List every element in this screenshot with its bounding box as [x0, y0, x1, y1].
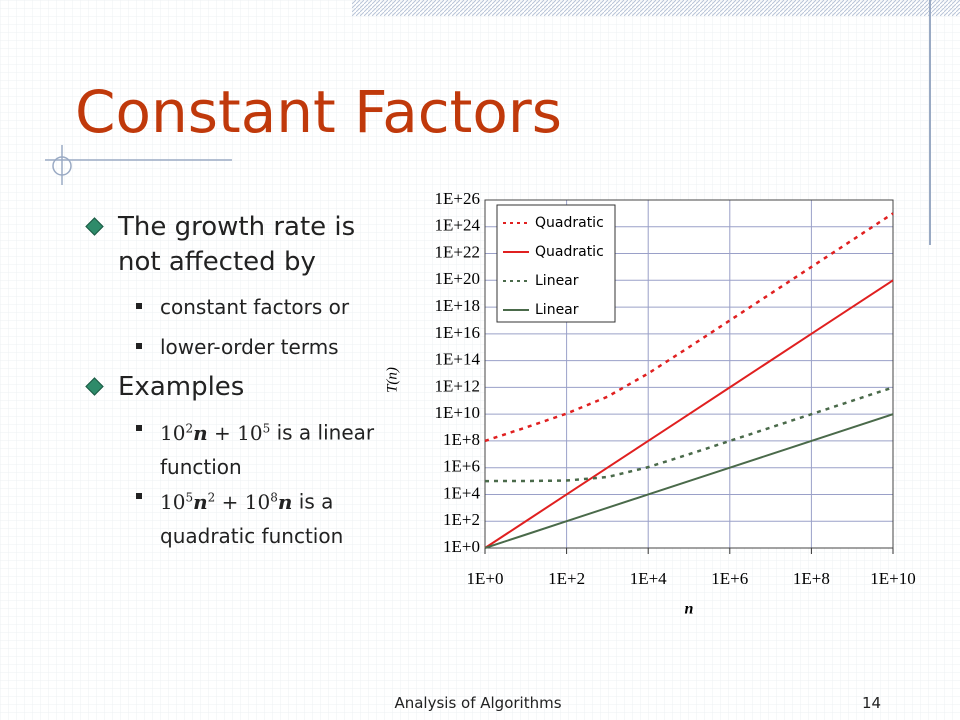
y-tick-label: 1E+4	[443, 483, 480, 502]
y-tick-label: 1E+22	[435, 242, 480, 261]
math: +	[221, 489, 239, 514]
sub-bullet-icon	[136, 343, 142, 349]
bullet: Examples	[118, 372, 245, 402]
footer: Analysis of Algorithms	[394, 694, 562, 712]
plot-border	[484, 199, 894, 549]
y-tick-label: 1E+26	[435, 189, 480, 208]
sub-bullet: constant factors or	[160, 295, 350, 319]
sub-bullet: 105n2 + 108n is a quadratic function	[160, 480, 405, 553]
math: 5	[262, 421, 271, 435]
math: 10	[244, 489, 271, 514]
legend-label: Linear	[535, 273, 579, 289]
x-tick-label: 1E+4	[630, 569, 667, 588]
text: is a linear function	[160, 420, 375, 479]
math: n	[277, 489, 293, 514]
y-tick-label: 1E+14	[435, 350, 481, 369]
math: 10	[237, 420, 263, 445]
chart: 1E+0 1E+2 1E+4 1E+6 1E+8 1E+10 1E+12 1E+14 1E+16…	[384, 189, 915, 618]
math: 10	[160, 489, 186, 514]
legend-label: Quadratic	[535, 215, 604, 231]
text: is a quadratic function	[160, 489, 344, 548]
y-tick-label: 1E+2	[443, 510, 480, 529]
y-tick-label: 1E+10	[435, 403, 480, 422]
y-tick-label: 1E+20	[435, 269, 480, 288]
math: n	[193, 420, 208, 445]
legend-label: Linear	[535, 302, 579, 318]
math: n	[193, 489, 208, 514]
series-line	[484, 212, 894, 443]
math: 105n2 + 108n	[160, 490, 292, 514]
x-tick-label: 1E+8	[793, 569, 830, 588]
sub-bullet-icon	[136, 493, 142, 499]
math: 2	[185, 421, 194, 435]
math: 102n + 105	[160, 421, 270, 445]
sub-bullet: lower-order terms	[160, 335, 339, 359]
x-axis-label: n	[685, 601, 694, 618]
slide-title: Constant Factors	[75, 78, 562, 146]
sub-bullet-icon	[136, 303, 142, 309]
y-tick-label: 1E+24	[435, 216, 481, 235]
series-line	[484, 413, 894, 549]
y-tick-label: 1E+12	[435, 376, 480, 395]
y-tick-label: 1E+0	[443, 537, 480, 556]
legend-label: Quadratic	[535, 244, 604, 260]
y-tick-label: 1E+6	[443, 457, 480, 476]
x-tick-label: 1E+6	[711, 569, 748, 588]
x-tick-label: 1E+10	[870, 569, 915, 588]
x-tick-label: 1E+0	[467, 569, 504, 588]
legend-box	[496, 204, 616, 323]
y-tick-label: 1E+18	[435, 296, 480, 315]
series-line	[484, 386, 894, 483]
series-line	[484, 279, 894, 549]
math: 2	[207, 490, 216, 504]
math: 10	[160, 420, 186, 445]
math: 8	[270, 490, 278, 504]
sub-bullet-icon	[136, 425, 142, 431]
bullet: The growth rate is not affected by	[118, 212, 356, 277]
y-tick-label: 1E+8	[443, 430, 480, 449]
sub-bullet: 102n + 105 is a linear function	[160, 411, 405, 484]
y-axis-label: T(n)	[384, 367, 400, 393]
y-tick-label: 1E+16	[435, 323, 480, 342]
math: +	[214, 420, 231, 445]
math: 5	[185, 490, 194, 504]
page-number: 14	[862, 694, 882, 712]
x-tick-label: 1E+2	[548, 569, 585, 588]
